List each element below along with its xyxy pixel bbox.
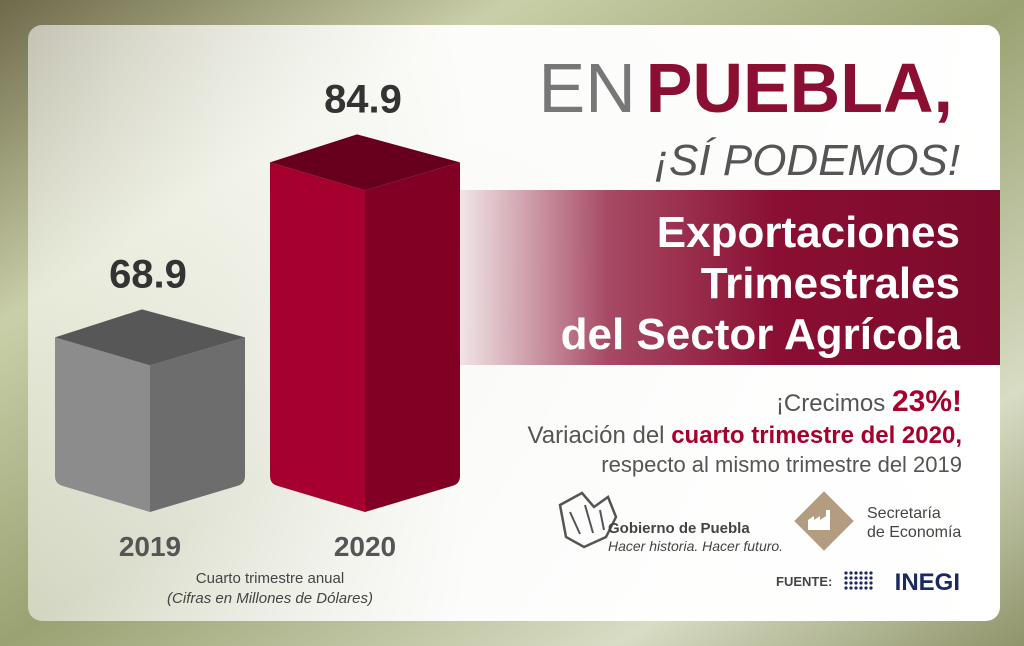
highlight-text: ¡Crecimos	[776, 390, 892, 417]
note: (Cifras en Millones de Dólares)	[167, 590, 373, 607]
dot	[864, 581, 868, 585]
x-tick-label: 2020	[334, 531, 396, 562]
dot	[869, 576, 873, 580]
gov-logo	[558, 491, 618, 549]
dot	[844, 581, 848, 585]
dot	[844, 576, 848, 580]
bar-top-face	[270, 134, 460, 191]
header: EN PUEBLA,	[539, 49, 954, 127]
bar-right-face	[365, 162, 460, 512]
header-main: PUEBLA,	[646, 49, 953, 127]
highlight: ¡Crecimos 23%!	[776, 385, 962, 418]
gov-name: Gobierno de Puebla	[608, 520, 750, 537]
dot	[854, 571, 858, 575]
dot	[859, 576, 863, 580]
title-line: Exportaciones	[657, 208, 960, 257]
se-logo	[794, 491, 854, 551]
x-tick-label: 2019	[119, 531, 181, 562]
highlight: Variación del cuarto trimestre del 2020,	[528, 422, 962, 449]
dot	[859, 581, 863, 585]
title-line: Trimestrales	[701, 259, 960, 308]
highlight-text: Variación del	[528, 422, 672, 449]
bar-left-face	[270, 162, 365, 512]
dot	[849, 571, 853, 575]
dot	[859, 586, 863, 590]
dot	[854, 581, 858, 585]
dot	[869, 581, 873, 585]
x-axis-label: Cuarto trimestre anual	[196, 570, 344, 587]
value-label: 84.9	[324, 77, 402, 121]
highlight-number: 23%!	[892, 385, 962, 418]
value-label: 68.9	[109, 252, 187, 296]
dot	[854, 576, 858, 580]
dot	[849, 576, 853, 580]
title-band	[440, 190, 1000, 365]
se-name: de Economía	[867, 524, 961, 541]
header-sub: ¡SÍ PODEMOS!	[654, 136, 960, 185]
dot	[849, 581, 853, 585]
source-label: FUENTE:	[776, 574, 832, 589]
inegi-dots	[844, 571, 873, 590]
bar-right-face	[150, 337, 245, 512]
title-line: del Sector Agrícola	[561, 310, 961, 359]
dot	[864, 576, 868, 580]
dot	[869, 586, 873, 590]
dot	[849, 586, 853, 590]
dot	[854, 586, 858, 590]
dot	[864, 571, 868, 575]
dot	[869, 571, 873, 575]
se-name: Secretaría	[867, 505, 941, 522]
bar-top-face	[55, 309, 245, 366]
gov-motto: Hacer historia. Hacer futuro.	[608, 538, 783, 554]
highlight-text: respecto al mismo trimestre del 2019	[601, 452, 962, 477]
bar-left-face	[55, 337, 150, 512]
dot	[864, 586, 868, 590]
dot	[859, 571, 863, 575]
dot	[844, 586, 848, 590]
source-name: INEGI	[895, 569, 960, 596]
header-pre: EN	[539, 49, 636, 127]
dot	[844, 571, 848, 575]
highlight-text: cuarto trimestre del 2020,	[671, 422, 962, 449]
